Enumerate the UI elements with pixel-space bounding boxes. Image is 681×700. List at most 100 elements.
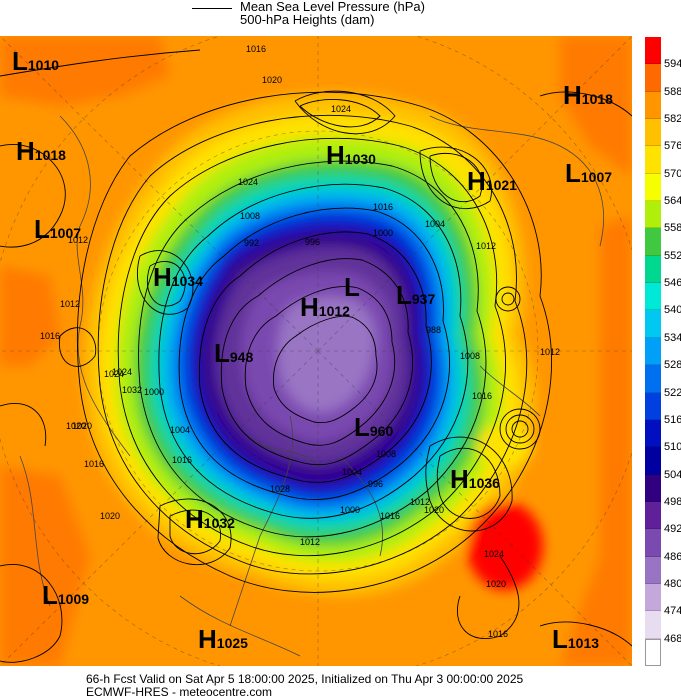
isobar-label: 1028 xyxy=(270,484,291,494)
colorbar-tick-label: 468 xyxy=(664,632,681,645)
colorbar-tick-label: 516 xyxy=(664,413,681,426)
isobar-line-sample xyxy=(192,8,232,9)
legend-heights-label: 500-hPa Heights (dam) xyxy=(240,12,375,27)
pressure-center-low: L937 xyxy=(396,280,436,310)
colorbar-swatch xyxy=(645,638,661,666)
colorbar-tick-label: 522 xyxy=(664,386,681,399)
pressure-center-low: L1009 xyxy=(42,580,90,610)
forecast-map: L1010 H1018 L1007 H1030 H1018 H1021 L100… xyxy=(0,36,632,666)
isobar-label: 1016 xyxy=(40,331,61,341)
pressure-center-low: L xyxy=(344,272,360,302)
isobar-label: 1020 xyxy=(486,579,507,589)
isobar-label: 1016 xyxy=(246,44,267,54)
height-colorbar xyxy=(645,37,661,666)
isobar-label: 1020 xyxy=(262,75,283,85)
pressure-center-high: H1025 xyxy=(198,624,248,654)
colorbar-tick-label: 546 xyxy=(664,277,681,290)
colorbar-tick-label: 570 xyxy=(664,167,681,180)
colorbar-tick-label: 594 xyxy=(664,58,681,71)
isobar-label: 1008 xyxy=(376,449,397,459)
colorbar-tick-label: 498 xyxy=(664,495,681,508)
colorbar-swatch xyxy=(645,611,661,639)
colorbar-tick-label: 486 xyxy=(664,550,681,563)
map-footer: 66-h Fcst Valid on Sat Apr 5 18:00:00 20… xyxy=(86,673,523,699)
isobar-label: 996 xyxy=(305,237,321,247)
colorbar-swatch xyxy=(645,365,661,393)
isobar-label: 1016 xyxy=(373,202,394,212)
isobar-label: 1020 xyxy=(72,421,93,431)
isobar-label: 1000 xyxy=(144,387,165,397)
isobar-label: 1012 xyxy=(300,537,321,547)
pressure-center-high: H1030 xyxy=(326,140,376,170)
pressure-center-high: H1021 xyxy=(467,166,517,196)
isobar-label: 1024 xyxy=(484,549,505,559)
isobar-label: 1012 xyxy=(68,235,89,245)
colorbar-swatch xyxy=(645,337,661,366)
forecast-valid-time: 66-h Fcst Valid on Sat Apr 5 18:00:00 20… xyxy=(86,672,524,686)
isobar-label: 1012 xyxy=(410,497,431,507)
isobar-label: 996 xyxy=(368,479,384,489)
colorbar-swatch xyxy=(645,228,661,256)
isobar-label: 1024 xyxy=(104,369,125,379)
pressure-center-low: L960 xyxy=(354,412,394,442)
colorbar-swatch xyxy=(645,529,661,557)
pressure-center-high: H1018 xyxy=(16,136,66,166)
isobar-label: 1016 xyxy=(472,391,493,401)
colorbar-tick-label: 474 xyxy=(664,605,681,618)
isobar-label: 1024 xyxy=(331,104,352,114)
isobar-label: 992 xyxy=(244,238,260,248)
forecast-map-graphic xyxy=(0,36,632,666)
map-legend: Mean Sea Level Pressure (hPa) 500-hPa He… xyxy=(190,0,490,32)
isobar-label: 1004 xyxy=(170,425,191,435)
pressure-center-high: H1018 xyxy=(563,80,613,110)
pressure-center-low: L1010 xyxy=(12,46,60,76)
colorbar-swatch xyxy=(645,419,661,448)
colorbar-swatch xyxy=(645,146,661,174)
colorbar-tick-label: 540 xyxy=(664,304,681,317)
colorbar-swatch xyxy=(645,310,661,338)
pressure-center-high: H1032 xyxy=(185,504,235,534)
colorbar-swatch xyxy=(645,501,661,530)
colorbar-swatch xyxy=(645,447,661,475)
pressure-center-low: L1007 xyxy=(34,214,82,244)
isobar-label: 1024 xyxy=(112,367,133,377)
colorbar-tick-label: 564 xyxy=(664,195,681,208)
colorbar-swatch xyxy=(645,583,661,612)
isobar-label: 1016 xyxy=(172,455,193,465)
pressure-center-high: H1012 xyxy=(300,292,350,322)
colorbar-tick-label: 510 xyxy=(664,441,681,454)
isobar-label: 1008 xyxy=(240,211,261,221)
colorbar-swatch xyxy=(645,283,661,311)
isobar-label: 1000 xyxy=(373,228,394,238)
colorbar-swatch xyxy=(645,201,661,229)
colorbar-swatch xyxy=(645,91,661,120)
colorbar-tick-label: 504 xyxy=(664,468,681,481)
colorbar-tick-label: 588 xyxy=(664,85,681,98)
isobar-label: 988 xyxy=(426,325,442,335)
isobar-label: 1016 xyxy=(488,629,509,639)
isobar-label: 1020 xyxy=(66,421,87,431)
pressure-center-low: L1007 xyxy=(565,158,613,188)
colorbar-tick-label: 576 xyxy=(664,140,681,153)
colorbar-tick-label: 492 xyxy=(664,523,681,536)
colorbar-tick-label: 480 xyxy=(664,577,681,590)
isobar-label: 1012 xyxy=(540,347,561,357)
coastlines xyxy=(19,115,604,657)
legend-mslp-label: Mean Sea Level Pressure (hPa) xyxy=(240,0,425,14)
colorbar-tick-label: 558 xyxy=(664,222,681,235)
model-source: ECMWF-HRES - meteocentre.com xyxy=(86,685,273,699)
colorbar-swatch xyxy=(645,64,661,92)
isobar-label: 1012 xyxy=(60,299,81,309)
isobar-label: 1004 xyxy=(342,467,363,477)
isobar-label: 1020 xyxy=(100,511,121,521)
isobar-label: 1024 xyxy=(238,177,259,187)
isobar-label: 1008 xyxy=(460,351,481,361)
isobars xyxy=(0,49,632,663)
isobar-label: 1016 xyxy=(380,511,401,521)
pressure-center-low: L1013 xyxy=(552,624,600,654)
isobar-label: 1016 xyxy=(84,459,105,469)
colorbar-swatch xyxy=(645,37,661,65)
colorbar-tick-label: 582 xyxy=(664,113,681,126)
colorbar-swatch xyxy=(645,556,661,584)
colorbar-tick-label: 528 xyxy=(664,359,681,372)
